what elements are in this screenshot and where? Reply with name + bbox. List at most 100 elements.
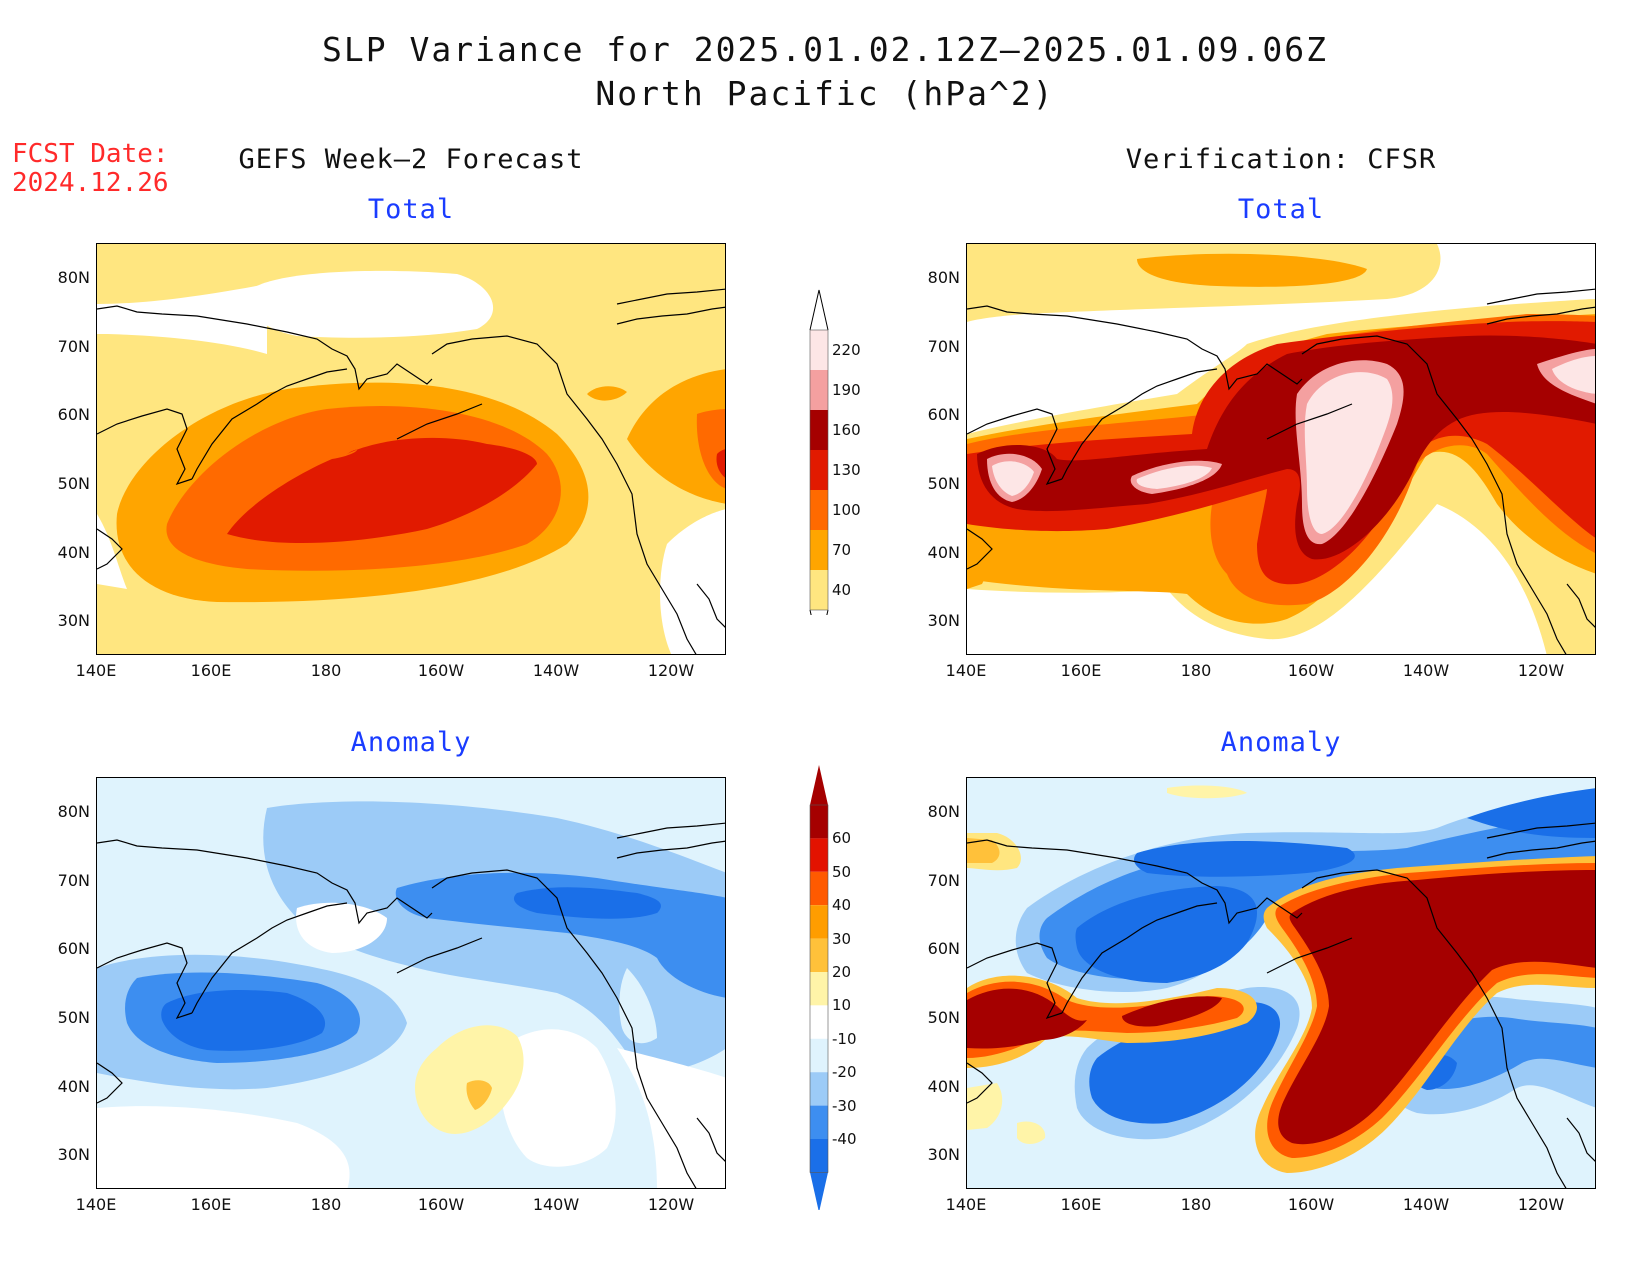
total-colorbar xyxy=(809,289,829,615)
forecast-anomaly-lat-label: 70N xyxy=(57,871,90,890)
colorbar-segment xyxy=(810,490,828,530)
forecast-anomaly-lat-label: 50N xyxy=(57,1008,90,1027)
colorbar-segment xyxy=(810,370,828,410)
forecast-anomaly-lat-label: 40N xyxy=(57,1077,90,1096)
colorbar-segment xyxy=(810,871,828,906)
forecast-total-fill xyxy=(97,244,725,654)
forecast-total-lon-label: 160W xyxy=(417,661,465,680)
colorbar-segment xyxy=(810,1105,828,1139)
colorbar-level-label: -10 xyxy=(832,1029,857,1048)
colorbar-level-label: 190 xyxy=(832,381,861,399)
forecast-total-coastlines xyxy=(97,288,725,654)
colorbar-segment xyxy=(810,410,828,450)
colorbar-level-label: 100 xyxy=(832,501,861,519)
forecast-anomaly-lat-label: 80N xyxy=(57,802,90,821)
verification-total-lon-label: 160E xyxy=(1060,661,1102,680)
colorbar-level-label: 20 xyxy=(832,963,852,981)
verification-total-lat-label: 30N xyxy=(927,611,960,630)
forecast-total-lon-label: 140W xyxy=(532,661,580,680)
verification-anomaly-coastlines xyxy=(967,822,1595,1188)
verification-anomaly-lon-label: 120W xyxy=(1517,1195,1565,1214)
colorbar-segment xyxy=(810,1038,828,1073)
colorbar-level-label: 50 xyxy=(832,862,852,881)
verification-total-lat-label: 50N xyxy=(927,474,960,493)
verification-anomaly-lon-label: 180 xyxy=(1180,1195,1212,1214)
verification-total-lon-label: 140W xyxy=(1402,661,1450,680)
colorbar-segment xyxy=(810,330,828,370)
main-subtitle: North Pacific (hPa^2) xyxy=(595,74,1055,113)
colorbar-segment xyxy=(810,838,828,872)
forecast-anomaly-lon-label: 180 xyxy=(310,1195,342,1214)
forecast-total-lat-label: 80N xyxy=(57,268,90,287)
colorbar-level-label: -30 xyxy=(832,1096,857,1115)
colorbar-segment xyxy=(810,938,828,972)
forecast-anomaly-lat-label: 60N xyxy=(57,939,90,958)
verification-total-label: Total xyxy=(1237,194,1325,225)
colorbar-level-label: 220 xyxy=(832,341,861,359)
colorbar-segment xyxy=(810,905,828,939)
anomaly-colorbar xyxy=(809,765,829,1210)
forecast-anomaly-lon-label: 160E xyxy=(190,1195,232,1214)
colorbar-level-label: 10 xyxy=(832,996,852,1015)
forecast-total-lat-label: 70N xyxy=(57,337,90,356)
forecast-anomaly-lon-label: 160W xyxy=(417,1195,465,1214)
verification-anomaly-lat-label: 60N xyxy=(927,939,960,958)
colorbar-segment xyxy=(810,805,828,839)
forecast-anomaly-coastlines xyxy=(97,822,725,1188)
colorbar-top-arrow xyxy=(810,765,828,805)
colorbar-level-label: 60 xyxy=(832,829,852,848)
forecast-total-lon-label: 180 xyxy=(310,661,342,680)
verification-anomaly-lat-label: 30N xyxy=(927,1145,960,1164)
right-column-title: Verification: CFSR xyxy=(1125,144,1437,175)
verification-total-lon-label: 120W xyxy=(1517,661,1565,680)
left-column-title: GEFS Week–2 Forecast xyxy=(238,144,584,175)
forecast-total-lon-label: 160E xyxy=(190,661,232,680)
colorbar-segment xyxy=(810,530,828,570)
verification-total-lat-label: 80N xyxy=(927,268,960,287)
colorbar-level-label: -40 xyxy=(832,1130,857,1148)
colorbar-level-label: 130 xyxy=(832,461,861,479)
verification-anomaly-lon-label: 160E xyxy=(1060,1195,1102,1214)
verification-anomaly-lat-label: 50N xyxy=(927,1008,960,1027)
verification-anomaly-lat-label: 70N xyxy=(927,871,960,890)
verification-total-lon-label: 140E xyxy=(945,661,987,680)
forecast-total-lat-label: 30N xyxy=(57,611,90,630)
verification-anomaly-lat-label: 80N xyxy=(927,802,960,821)
colorbar-segment xyxy=(810,1072,828,1106)
verification-anomaly-lat-label: 40N xyxy=(927,1077,960,1096)
verification-total-lon-label: 160W xyxy=(1287,661,1335,680)
forecast-anomaly-map xyxy=(96,777,726,1189)
forecast-date: FCST Date: 2024.12.26 xyxy=(12,140,169,198)
verification-total-lat-label: 40N xyxy=(927,543,960,562)
verification-total-lon-label: 180 xyxy=(1180,661,1212,680)
forecast-total-map xyxy=(96,243,726,655)
forecast-anomaly-lon-label: 120W xyxy=(647,1195,695,1214)
main-title: SLP Variance for 2025.01.02.12Z–2025.01.… xyxy=(322,30,1328,69)
colorbar-level-label: 160 xyxy=(832,421,861,439)
verification-anomaly-fill xyxy=(967,778,1595,1188)
forecast-total-lat-label: 50N xyxy=(57,474,90,493)
forecast-anomaly-label: Anomaly xyxy=(350,727,472,758)
verification-total-lat-label: 60N xyxy=(927,405,960,424)
verification-anomaly-label: Anomaly xyxy=(1220,727,1342,758)
verification-total-coastlines xyxy=(967,288,1595,654)
colorbar-segment xyxy=(810,1139,828,1173)
verification-anomaly-map xyxy=(966,777,1596,1189)
forecast-anomaly-lat-label: 30N xyxy=(57,1145,90,1164)
forecast-total-lon-label: 140E xyxy=(75,661,117,680)
verification-anomaly-lon-label: 140E xyxy=(945,1195,987,1214)
colorbar-level-label: 30 xyxy=(832,929,852,948)
forecast-anomaly-lon-label: 140W xyxy=(532,1195,580,1214)
colorbar-bottom-arrow xyxy=(810,1172,828,1210)
forecast-anomaly-fill xyxy=(97,778,725,1188)
forecast-total-lon-label: 120W xyxy=(647,661,695,680)
verification-anomaly-lon-label: 140W xyxy=(1402,1195,1450,1214)
verification-total-map xyxy=(966,243,1596,655)
forecast-total-lat-label: 40N xyxy=(57,543,90,562)
forecast-total-lat-label: 60N xyxy=(57,405,90,424)
colorbar-level-label: 40 xyxy=(832,896,852,915)
forecast-date-value: 2024.12.26 xyxy=(12,168,169,198)
forecast-anomaly-lon-label: 140E xyxy=(75,1195,117,1214)
colorbar-segment xyxy=(810,570,828,610)
colorbar-level-label: 70 xyxy=(832,541,852,559)
